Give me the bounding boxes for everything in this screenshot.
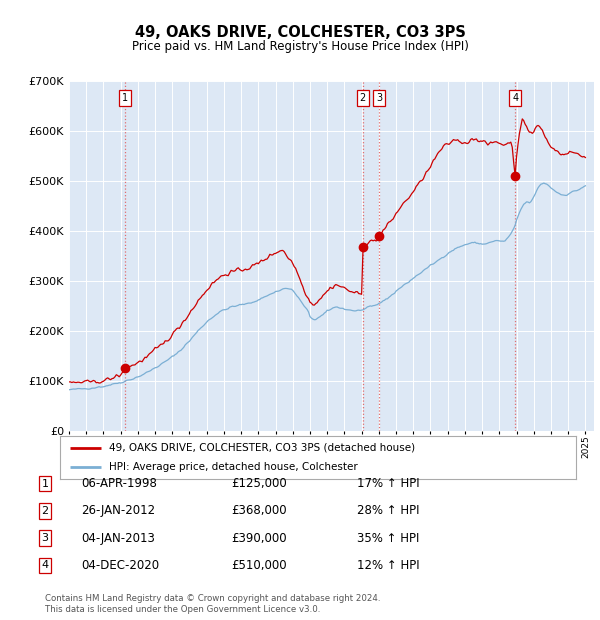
Text: 1: 1 — [41, 479, 49, 489]
Text: £125,000: £125,000 — [231, 477, 287, 490]
Text: 49, OAKS DRIVE, COLCHESTER, CO3 3PS (detached house): 49, OAKS DRIVE, COLCHESTER, CO3 3PS (det… — [109, 443, 415, 453]
Text: 35% ↑ HPI: 35% ↑ HPI — [357, 532, 419, 544]
Text: 49, OAKS DRIVE, COLCHESTER, CO3 3PS: 49, OAKS DRIVE, COLCHESTER, CO3 3PS — [134, 25, 466, 40]
Text: 1: 1 — [122, 93, 128, 103]
Text: 3: 3 — [376, 93, 382, 103]
Text: 4: 4 — [41, 560, 49, 570]
Text: 2: 2 — [360, 93, 366, 103]
Text: £510,000: £510,000 — [231, 559, 287, 572]
Text: 17% ↑ HPI: 17% ↑ HPI — [357, 477, 419, 490]
Text: 06-APR-1998: 06-APR-1998 — [81, 477, 157, 490]
Text: £390,000: £390,000 — [231, 532, 287, 544]
Text: Contains HM Land Registry data © Crown copyright and database right 2024.
This d: Contains HM Land Registry data © Crown c… — [45, 595, 380, 614]
Text: 12% ↑ HPI: 12% ↑ HPI — [357, 559, 419, 572]
Text: Price paid vs. HM Land Registry's House Price Index (HPI): Price paid vs. HM Land Registry's House … — [131, 40, 469, 53]
Text: 04-JAN-2013: 04-JAN-2013 — [81, 532, 155, 544]
Text: 3: 3 — [41, 533, 49, 543]
Text: HPI: Average price, detached house, Colchester: HPI: Average price, detached house, Colc… — [109, 463, 358, 472]
Text: £368,000: £368,000 — [231, 505, 287, 517]
Text: 04-DEC-2020: 04-DEC-2020 — [81, 559, 159, 572]
Text: 4: 4 — [512, 93, 518, 103]
Text: 28% ↑ HPI: 28% ↑ HPI — [357, 505, 419, 517]
Text: 2: 2 — [41, 506, 49, 516]
Text: 26-JAN-2012: 26-JAN-2012 — [81, 505, 155, 517]
